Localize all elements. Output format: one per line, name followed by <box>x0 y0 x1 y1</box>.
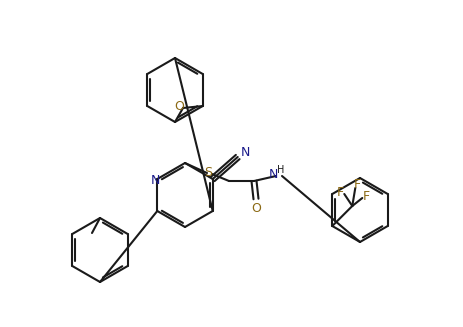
Text: F: F <box>336 185 343 198</box>
Text: O: O <box>250 201 260 215</box>
Text: N: N <box>268 167 277 181</box>
Text: N: N <box>240 146 250 159</box>
Text: F: F <box>353 178 360 191</box>
Text: N: N <box>150 175 160 187</box>
Text: O: O <box>174 100 183 113</box>
Text: S: S <box>204 166 212 180</box>
Text: F: F <box>362 190 369 202</box>
Text: H: H <box>276 165 284 175</box>
